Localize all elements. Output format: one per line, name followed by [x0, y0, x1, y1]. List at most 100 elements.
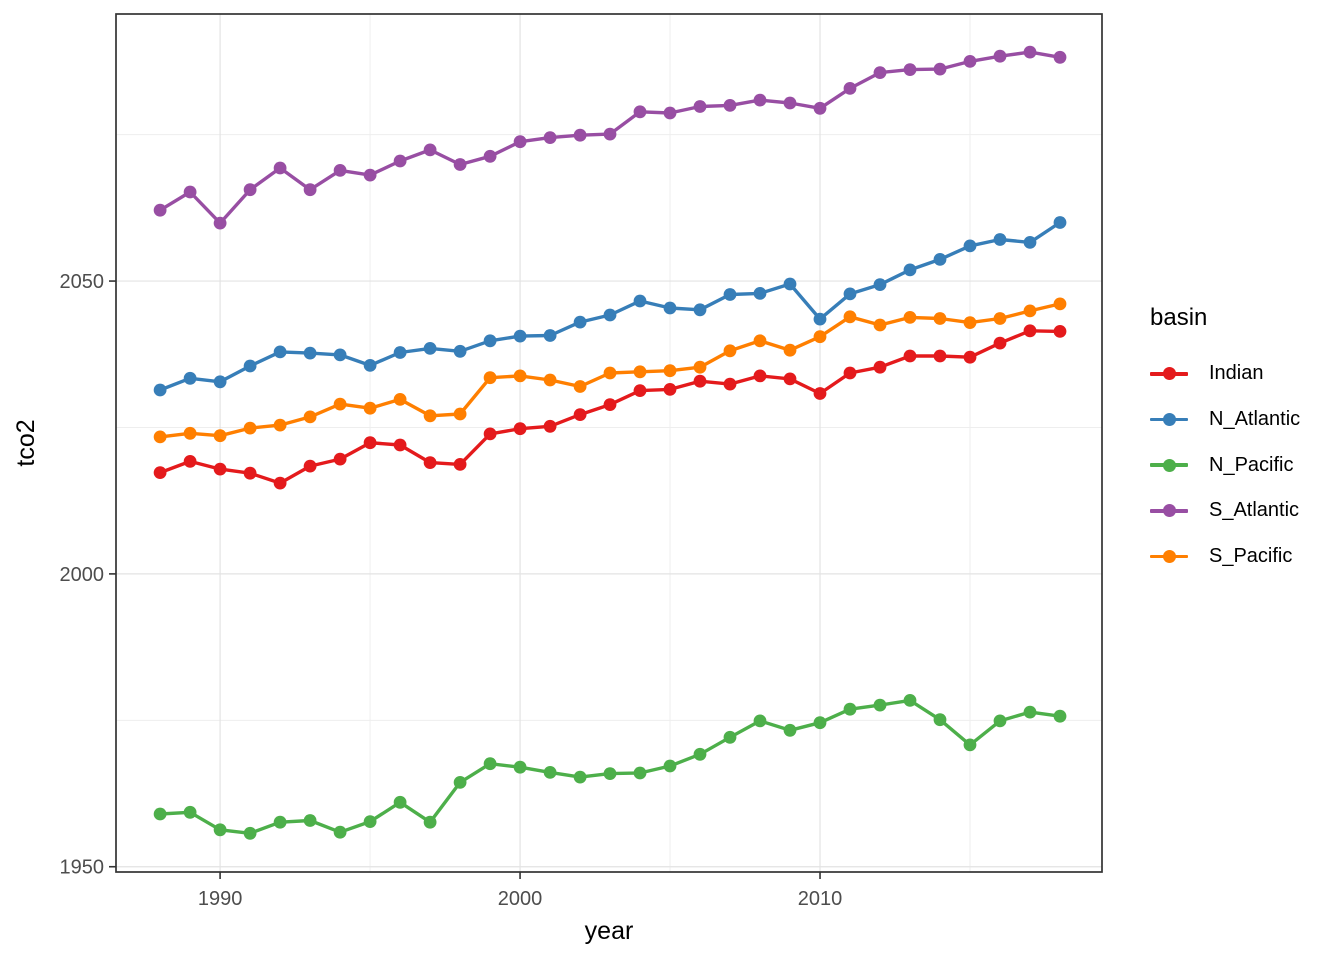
legend-item-s-pacific: S_Pacific	[1150, 534, 1340, 580]
series-point-N_Atlantic	[243, 359, 257, 373]
series-point-S_Atlantic	[543, 131, 557, 145]
series-point-S_Atlantic	[153, 203, 167, 217]
series-point-Indian	[993, 336, 1007, 350]
series-point-S_Pacific	[873, 318, 887, 332]
series-point-Indian	[723, 377, 737, 391]
series-point-S_Atlantic	[633, 105, 647, 119]
series-point-N_Pacific	[693, 747, 707, 761]
series-point-N_Pacific	[483, 757, 497, 771]
series-point-N_Pacific	[453, 776, 467, 789]
series-point-N_Atlantic	[933, 253, 947, 266]
series-point-S_Pacific	[573, 380, 587, 393]
series-point-S_Atlantic	[933, 62, 947, 76]
series-point-N_Atlantic	[183, 371, 197, 385]
series-point-N_Atlantic	[813, 312, 827, 326]
y-tick-label: 2000	[60, 564, 105, 586]
series-point-Indian	[663, 383, 677, 396]
series-point-S_Pacific	[813, 330, 827, 344]
series-point-N_Atlantic	[963, 239, 977, 253]
series-point-N_Atlantic	[153, 383, 167, 397]
series-point-S_Atlantic	[393, 154, 407, 168]
series-point-N_Pacific	[363, 815, 377, 828]
series-point-Indian	[783, 372, 797, 386]
y-tick-label: 2050	[60, 271, 105, 293]
series-point-Indian	[393, 438, 407, 452]
series-point-N_Pacific	[843, 702, 857, 716]
series-point-Indian	[543, 419, 557, 433]
series-point-S_Atlantic	[183, 185, 197, 199]
legend: basin Indian N_Atlantic N_Pacific S_Atla…	[1150, 306, 1340, 579]
series-point-N_Pacific	[963, 738, 977, 752]
series-point-N_Pacific	[933, 713, 947, 727]
series-point-S_Pacific	[693, 360, 707, 374]
series-point-S_Pacific	[423, 409, 437, 423]
panel-background	[116, 14, 1102, 872]
legend-key-n-pacific	[1150, 457, 1188, 473]
legend-key-point	[1162, 413, 1176, 427]
legend-item-label: N_Atlantic	[1209, 408, 1301, 431]
series-point-N_Atlantic	[873, 278, 887, 291]
series-point-S_Atlantic	[513, 135, 527, 149]
series-point-S_Pacific	[1053, 297, 1067, 311]
series-point-S_Atlantic	[423, 143, 437, 157]
series-point-N_Pacific	[603, 767, 617, 780]
legend-item-label: N_Pacific	[1209, 453, 1294, 476]
series-point-Indian	[603, 398, 617, 411]
legend-item-label: S_Pacific	[1209, 545, 1293, 568]
series-point-S_Pacific	[603, 366, 617, 380]
series-point-N_Pacific	[153, 807, 167, 821]
series-point-S_Pacific	[453, 407, 467, 421]
series-point-Indian	[423, 456, 437, 469]
series-point-Indian	[303, 459, 317, 473]
series-point-Indian	[1023, 324, 1037, 338]
series-point-Indian	[573, 408, 587, 421]
series-point-S_Pacific	[903, 311, 917, 324]
series-point-Indian	[363, 436, 377, 450]
x-axis-title: year	[585, 917, 634, 945]
series-point-S_Pacific	[753, 334, 767, 348]
series-point-S_Atlantic	[1053, 50, 1067, 64]
legend-title: basin	[1150, 304, 1208, 331]
series-point-N_Atlantic	[483, 334, 497, 348]
series-point-N_Pacific	[873, 698, 887, 712]
series-point-Indian	[873, 360, 887, 374]
series-point-S_Atlantic	[483, 149, 497, 163]
series-point-S_Atlantic	[243, 183, 257, 197]
series-point-N_Pacific	[633, 766, 647, 780]
series-point-N_Atlantic	[303, 346, 317, 360]
series-point-N_Pacific	[813, 716, 827, 730]
series-point-N_Atlantic	[1023, 236, 1037, 249]
series-point-N_Pacific	[993, 714, 1007, 728]
legend-key-s-pacific	[1150, 549, 1188, 565]
x-tick-label: 2000	[498, 888, 543, 910]
series-point-S_Atlantic	[963, 55, 977, 68]
series-point-N_Pacific	[183, 805, 197, 819]
series-point-Indian	[213, 462, 227, 476]
series-point-S_Pacific	[393, 393, 407, 406]
series-point-N_Atlantic	[903, 263, 917, 277]
series-point-N_Pacific	[423, 815, 437, 829]
legend-key-s-atlantic	[1150, 503, 1188, 519]
series-point-Indian	[813, 387, 827, 400]
series-point-N_Pacific	[783, 723, 797, 737]
legend-item-n-pacific: N_Pacific	[1150, 442, 1340, 488]
legend-item-label: Indian	[1209, 362, 1264, 385]
legend-key-point	[1162, 550, 1176, 564]
series-point-Indian	[1053, 325, 1067, 338]
series-point-N_Atlantic	[1053, 216, 1067, 229]
series-point-N_Atlantic	[753, 287, 767, 300]
series-point-N_Pacific	[1053, 709, 1067, 723]
series-point-S_Pacific	[273, 418, 287, 432]
series-point-Indian	[903, 349, 917, 363]
series-point-N_Atlantic	[363, 359, 377, 372]
series-point-N_Atlantic	[453, 344, 467, 358]
series-point-N_Atlantic	[993, 233, 1007, 246]
series-point-N_Pacific	[723, 730, 737, 744]
legend-item-s-atlantic: S_Atlantic	[1150, 488, 1340, 534]
series-point-Indian	[633, 384, 647, 397]
legend-key-n-atlantic	[1150, 412, 1188, 428]
series-point-N_Atlantic	[573, 315, 587, 329]
series-point-N_Pacific	[513, 760, 527, 774]
series-point-S_Pacific	[543, 373, 557, 387]
series-point-N_Atlantic	[843, 287, 857, 301]
